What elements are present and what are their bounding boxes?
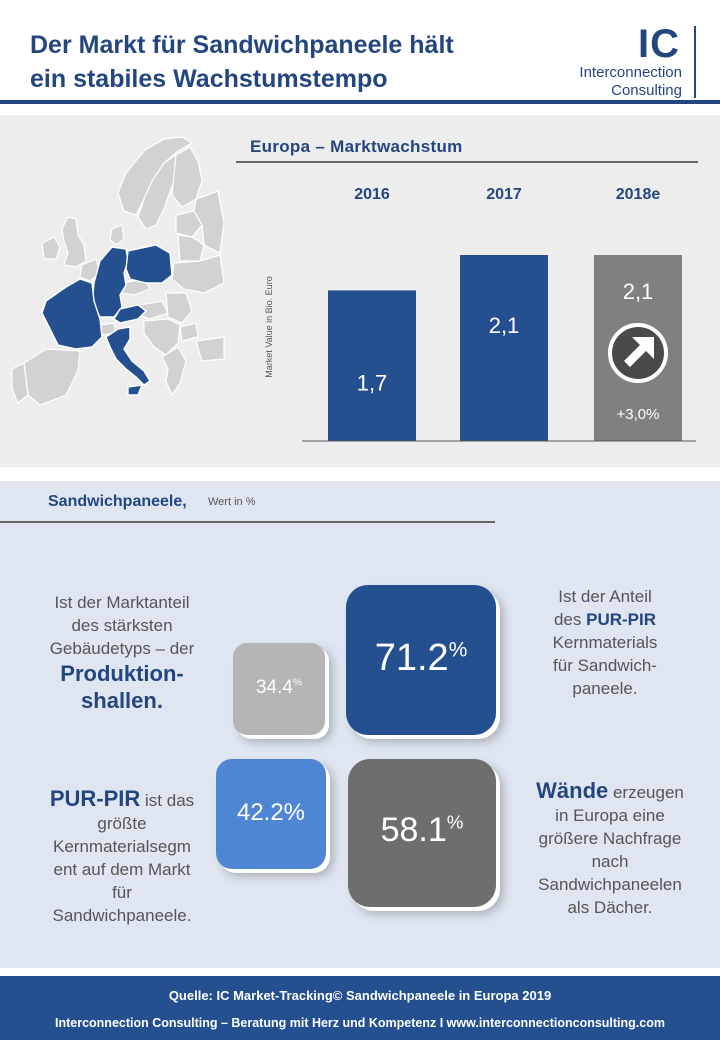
map-highlighted-countries xyxy=(41,244,173,396)
y-axis-label: Market Value in Bio. Euro xyxy=(264,276,274,377)
europe-panel: Europa – Marktwachstum 2016 1,7 2017 2,1 201… xyxy=(0,115,720,467)
callout-production-halls: Ist der Marktanteil des stärksten Gebäud… xyxy=(49,593,195,713)
section-title: Sandwichpaneele, xyxy=(48,493,187,510)
map-ukraine xyxy=(171,254,225,294)
map-romania xyxy=(165,292,193,324)
map-bulgaria xyxy=(179,322,199,342)
x-tick-label: 2018e xyxy=(616,186,661,203)
tile-walls-share: 58.1% xyxy=(348,759,496,907)
map-other-countries xyxy=(11,136,225,406)
map-france xyxy=(41,278,103,350)
logo-bar xyxy=(694,26,696,98)
company-logo: IC Interconnection Consulting xyxy=(560,24,700,100)
page-title: Der Markt für Sandwichpaneele hält ein s… xyxy=(30,28,500,96)
page-title-line1: Der Markt für Sandwichpaneele hält xyxy=(30,31,454,59)
map-italy xyxy=(105,326,151,386)
growth-label: +3,0% xyxy=(617,406,660,423)
logo-mark: IC xyxy=(638,22,680,66)
tile-value: 34.4% xyxy=(255,677,303,698)
map-belarus xyxy=(177,234,205,262)
chart-title: Europa – Marktwachstum xyxy=(250,137,463,156)
bar-2017 xyxy=(460,255,548,441)
map-spain xyxy=(23,348,81,406)
map-portugal xyxy=(11,362,29,404)
map-germany xyxy=(91,246,129,318)
arrow-up-right-icon xyxy=(608,323,668,383)
footer-tagline: Interconnection Consulting – Beratung mi… xyxy=(55,1016,665,1030)
callout-walls: Wände erzeugen in Europa eine größere Na… xyxy=(536,778,684,917)
map-ireland xyxy=(41,236,61,260)
bar-chart: 2016 1,7 2017 2,1 2018e 2,1 +3,0% Market Value… xyxy=(264,186,696,442)
tile-pur-pir-core-share: 71.2% xyxy=(346,585,496,735)
section-divider xyxy=(0,521,495,523)
section-subtitle: Wert in % xyxy=(208,496,256,508)
map-sicily xyxy=(127,384,144,396)
x-tick-label: 2016 xyxy=(354,186,390,203)
header: Der Markt für Sandwichpaneele hält ein s… xyxy=(0,0,720,104)
tile-value: 71.2% xyxy=(374,637,468,679)
callout-pur-pir-core: Ist der Anteil des PUR-PIR Kernmaterials… xyxy=(552,587,658,698)
tile-pur-pir-segment-share: 42.2% xyxy=(216,759,326,869)
tile-value: 42.2% xyxy=(236,799,306,826)
map-baltics xyxy=(175,210,203,238)
map-denmark xyxy=(109,224,125,246)
map-poland xyxy=(125,244,173,284)
map-russia xyxy=(193,190,225,254)
x-tick-label: 2017 xyxy=(486,186,522,203)
europe-map xyxy=(11,136,225,406)
map-turkey xyxy=(195,336,225,362)
data-label: 2,1 xyxy=(489,313,520,338)
tile-production-halls-share: 34.4% xyxy=(233,643,325,735)
page-title-line2: ein stabiles Wachstumstempo xyxy=(30,65,388,93)
map-balkans xyxy=(143,318,181,356)
map-uk xyxy=(61,216,87,268)
footer-source: Quelle: IC Market-Tracking© Sandwichpane… xyxy=(168,988,552,1003)
callout-pur-pir-segment: PUR-PIR ist das größte Kernmaterialsegm … xyxy=(49,786,195,925)
map-austria xyxy=(113,304,148,324)
logo-text-line1: Interconnection xyxy=(579,64,682,81)
data-label: 2,1 xyxy=(623,279,654,304)
data-label: 1,7 xyxy=(357,370,388,395)
footer: Quelle: IC Market-Tracking© Sandwichpane… xyxy=(0,976,720,1040)
sandwich-panel: Sandwichpaneele, Wert in % 71.2% 34.4% 4… xyxy=(0,481,720,968)
logo-text-line2: Consulting xyxy=(611,82,682,99)
tile-value: 58.1% xyxy=(380,811,464,849)
header-divider xyxy=(0,100,720,104)
map-greece xyxy=(161,346,187,397)
chart-title-divider xyxy=(236,161,698,163)
bar-2016 xyxy=(328,290,416,441)
